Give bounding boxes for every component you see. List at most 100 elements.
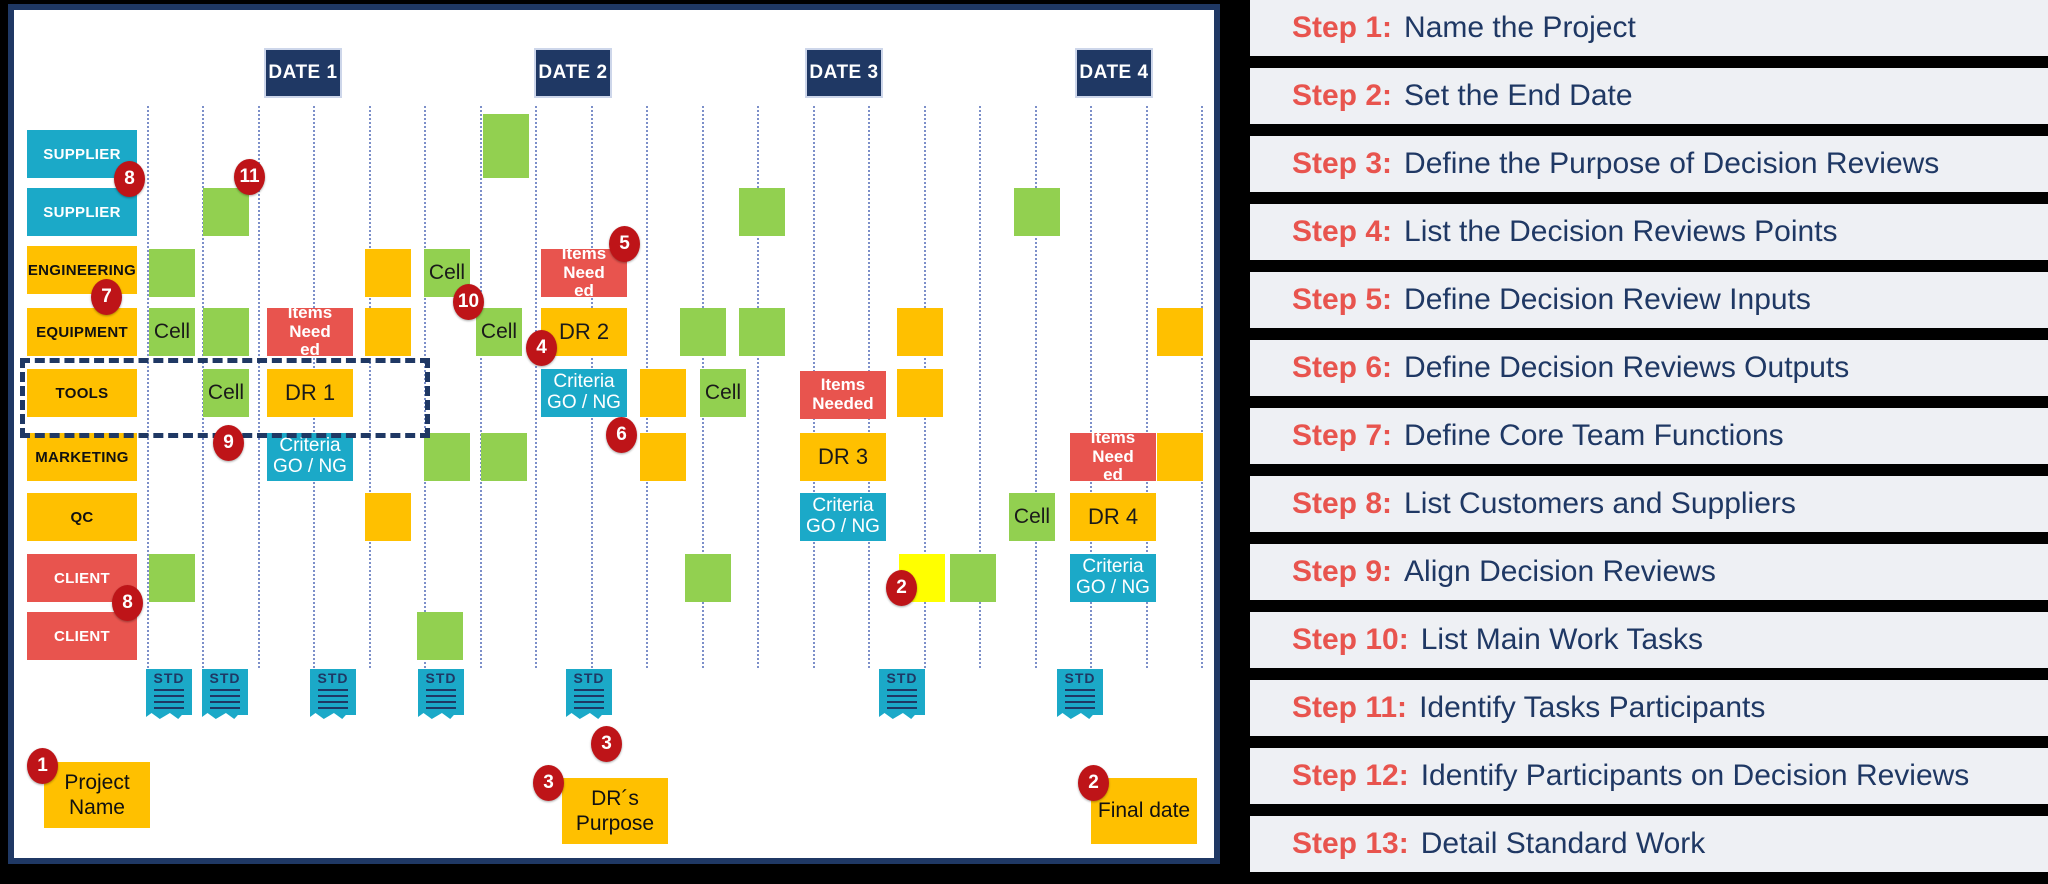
step-row-7: Step 7: Define Core Team Functions <box>1250 408 2048 464</box>
sticky-note-cell: Cell <box>476 308 522 356</box>
column-gridline-12 <box>757 106 759 668</box>
std-icon-label: STD <box>573 670 605 686</box>
project-planning-board: DATE 1 DATE 2 DATE 3 DATE 4 SUPPLIER SUPPLIE… <box>8 4 1220 864</box>
sticky-note-orange-11 <box>365 308 411 356</box>
row-label-client-7: CLIENT <box>27 554 137 602</box>
sticky-note-green-26 <box>424 433 470 481</box>
step-row-1: Step 1: Name the Project <box>1250 0 2048 56</box>
step-number-label: Step 9: <box>1292 555 1393 588</box>
date-header-3: DATE 3 <box>805 48 883 98</box>
sticky-note-green-0 <box>483 114 529 178</box>
column-gridline-5 <box>369 106 371 668</box>
column-gridline-8 <box>535 106 537 668</box>
std-icon-textline <box>154 701 184 703</box>
std-icon-textline <box>574 707 604 709</box>
std-icon-textline <box>318 701 348 703</box>
std-icon-textline <box>1065 701 1095 703</box>
column-gridline-18 <box>1090 106 1092 668</box>
step-badge-3: 3 <box>533 765 564 801</box>
std-icon-label: STD <box>425 670 457 686</box>
step-title-label: Define Decision Reviews Outputs <box>1404 351 1850 384</box>
sticky-note-dr-1: DR 1 <box>267 369 353 417</box>
std-icon-textline <box>426 695 456 697</box>
std-icon-textline <box>574 701 604 703</box>
sticky-note-green-15 <box>739 308 785 356</box>
sticky-note-green-9 <box>203 308 249 356</box>
step-number-label: Step 2: <box>1292 79 1393 112</box>
step-title-label: Name the Project <box>1404 11 1636 44</box>
row-label-equipment-3: EQUIPMENT <box>27 308 137 356</box>
step-title-label: List Main Work Tasks <box>1420 623 1704 656</box>
sticky-note-orange-21 <box>640 369 686 417</box>
sticky-note-green-41 <box>417 612 463 660</box>
sticky-note-orange-28 <box>640 433 686 481</box>
column-gridline-16 <box>979 106 981 668</box>
sticky-note-cell: Cell <box>149 308 195 356</box>
step-badge-5: 5 <box>609 226 640 262</box>
std-icon-label: STD <box>886 670 918 686</box>
step-badge-7: 7 <box>91 279 122 315</box>
step-number-label: Step 13: <box>1292 827 1409 860</box>
std-document-icon-4: STD <box>418 669 464 719</box>
sticky-note-orange-24 <box>897 369 943 417</box>
sticky-note-green-14 <box>680 308 726 356</box>
sticky-note-criteria-go-/-ng: Criteria GO / NG <box>1070 554 1156 602</box>
sticky-note-dr-2: DR 2 <box>541 308 627 356</box>
steps-legend-panel: Step 1: Name the Project Step 2: Set the En… <box>1232 0 2048 884</box>
std-icon-textline <box>887 701 917 703</box>
std-icon-label: STD <box>317 670 349 686</box>
std-document-icon-6: STD <box>879 669 925 719</box>
bottom-note-dr´s: DR´s Purpose <box>562 778 668 844</box>
column-gridline-19 <box>1146 106 1148 668</box>
step-badge-8: 8 <box>112 585 143 621</box>
std-icon-textline <box>1065 707 1095 709</box>
sticky-note-criteria-go-/-ng: Criteria GO / NG <box>267 433 353 481</box>
step-badge-8: 8 <box>114 161 145 197</box>
std-icon-textline <box>210 701 240 703</box>
step-row-10: Step 10: List Main Work Tasks <box>1250 612 2048 668</box>
step-badge-6: 6 <box>606 417 637 453</box>
step-badge-9: 9 <box>213 425 244 461</box>
std-icon-textline <box>210 695 240 697</box>
sticky-note-items-need-ed: Items Need ed <box>1070 428 1156 484</box>
std-icon-textline <box>1065 695 1095 697</box>
sticky-note-orange-31 <box>1157 433 1203 481</box>
std-icon-textline <box>426 689 456 691</box>
sticky-note-green-2 <box>739 188 785 236</box>
sticky-note-orange-32 <box>365 493 411 541</box>
sticky-note-orange-17 <box>1157 308 1203 356</box>
column-gridline-3 <box>258 106 260 668</box>
std-icon-textline <box>426 707 456 709</box>
sticky-note-green-39 <box>950 554 996 602</box>
sticky-note-orange-5 <box>365 249 411 297</box>
step-number-label: Step 7: <box>1292 419 1393 452</box>
step-row-11: Step 11: Identify Tasks Participants <box>1250 680 2048 736</box>
sticky-note-orange-16 <box>897 308 943 356</box>
std-icon-textline <box>210 707 240 709</box>
std-icon-textline <box>154 707 184 709</box>
step-row-3: Step 3: Define the Purpose of Decision Re… <box>1250 136 2048 192</box>
sticky-note-dr-4: DR 4 <box>1070 493 1156 541</box>
row-label-supplier-1: SUPPLIER <box>27 188 137 236</box>
step-row-4: Step 4: List the Decision Reviews Points <box>1250 204 2048 260</box>
row-label-qc-6: QC <box>27 493 137 541</box>
step-title-label: Define Decision Review Inputs <box>1404 283 1811 316</box>
step-badge-4: 4 <box>526 330 557 366</box>
sticky-note-green-1 <box>203 188 249 236</box>
step-row-6: Step 6: Define Decision Reviews Outputs <box>1250 340 2048 396</box>
step-row-13: Step 13: Detail Standard Work <box>1250 816 2048 872</box>
step-badge-10: 10 <box>453 284 484 320</box>
sticky-note-cell: Cell <box>700 369 746 417</box>
sticky-note-criteria-go-/-ng: Criteria GO / NG <box>800 493 886 541</box>
step-badge-11: 11 <box>234 159 265 195</box>
step-number-label: Step 8: <box>1292 487 1393 520</box>
column-gridline-1 <box>147 106 149 668</box>
std-icon-textline <box>318 707 348 709</box>
step-title-label: Align Decision Reviews <box>1404 555 1716 588</box>
sticky-note-items-needed: Items Needed <box>800 371 886 419</box>
sticky-note-dr-3: DR 3 <box>800 433 886 481</box>
step-title-label: List Customers and Suppliers <box>1404 487 1796 520</box>
std-icon-textline <box>318 689 348 691</box>
step-number-label: Step 3: <box>1292 147 1393 180</box>
step-title-label: List the Decision Reviews Points <box>1404 215 1838 248</box>
